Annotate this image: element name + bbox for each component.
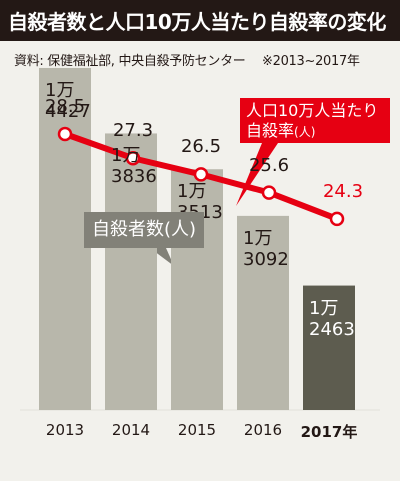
rate-point-label: 28.5 [44, 96, 86, 117]
bar-value-label: 1万 4427 [45, 80, 91, 122]
rate-point-label: 26.5 [180, 136, 222, 158]
rate-point [261, 185, 277, 200]
source-note: 資料: 保健福祉部, 中央自殺予防センター ※2013~2017年 [14, 54, 360, 69]
bar-value-label-line1: 1万 [243, 227, 273, 249]
rate-callout: 人口10万人当たり 自殺率(人) [240, 98, 390, 143]
bar-value-label-line1: 1万 [111, 145, 141, 167]
rate-point-label: 25.6 [248, 154, 290, 176]
bar-value-label-line1: 1万 [45, 79, 75, 101]
x-tick-label: 2015 [177, 421, 217, 439]
chart-title: 自殺者数と人口10万人当たり自殺率の変化 [8, 10, 386, 34]
rate-point [57, 126, 73, 142]
bar [171, 169, 223, 410]
bar-value-label-line2: 2463 [309, 318, 355, 340]
count-callout: 自殺者数(人) [84, 212, 204, 248]
rate-callout-pointer [236, 143, 278, 206]
rate-point [193, 167, 209, 182]
x-tick-label: 2016 [243, 421, 283, 439]
bar-value-label-line1: 1万 [309, 297, 339, 319]
rate-point [125, 150, 141, 166]
bar-value-label: 1万 3836 [111, 145, 157, 187]
title-bar: 自殺者数と人口10万人当たり自殺率の変化 [0, 0, 400, 41]
bar-value-label-line2: 4427 [45, 100, 91, 122]
rate-point-label: 24.3 [322, 180, 364, 202]
bar [303, 285, 355, 410]
rate-callout-line1: 人口10万人当たり [246, 101, 379, 120]
x-tick-label: 2014 [111, 421, 151, 439]
bar [39, 67, 91, 411]
rate-callout-line2: 自殺率(人) [246, 121, 386, 142]
rate-callout-word: 自殺率 [246, 121, 295, 140]
bar-value-label-line2: 3836 [111, 166, 157, 188]
rate-point [329, 211, 345, 227]
rate-callout-unit: (人) [294, 125, 316, 139]
x-tick-label: 2013 [45, 421, 85, 439]
bar-value-label-line1: 1万 [177, 181, 207, 203]
bar-value-label-line2: 3092 [243, 248, 289, 270]
bar-value-label: 1万 3092 [243, 228, 289, 270]
x-tick-label: 2017年 [300, 423, 358, 441]
bar [237, 215, 289, 410]
rate-point-label: 27.3 [112, 120, 154, 142]
bar [105, 133, 157, 410]
bar-value-label: 1万 2463 [309, 298, 355, 340]
